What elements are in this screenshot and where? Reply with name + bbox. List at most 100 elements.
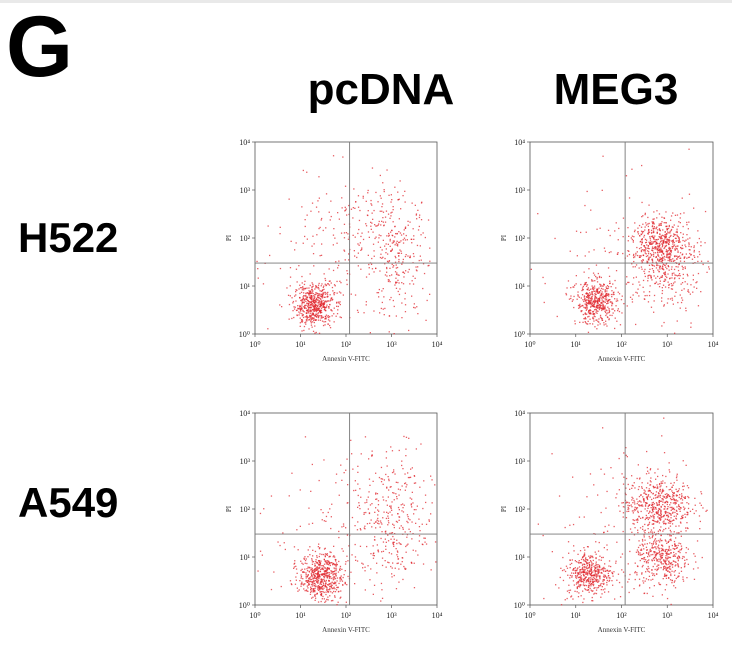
data-point (664, 264, 666, 267)
data-point (641, 216, 643, 218)
data-point (668, 495, 671, 497)
data-point (304, 219, 306, 221)
data-point (396, 521, 399, 523)
data-point (644, 504, 647, 506)
data-point (591, 279, 593, 281)
data-point (572, 568, 574, 571)
data-point (584, 307, 586, 309)
data-point (678, 504, 680, 506)
data-point (649, 542, 651, 544)
data-point (327, 283, 329, 285)
data-point (318, 543, 320, 545)
data-point (639, 284, 641, 286)
data-point (654, 551, 656, 553)
data-point (320, 296, 322, 298)
data-point (583, 318, 585, 320)
data-point (390, 250, 392, 252)
data-point (416, 306, 418, 308)
data-point (597, 300, 599, 302)
data-point (658, 567, 660, 569)
data-point (597, 568, 599, 570)
data-point (675, 577, 677, 580)
data-point (318, 587, 320, 589)
data-point (644, 249, 646, 251)
data-point (398, 527, 401, 529)
data-point (573, 584, 575, 586)
data-point (374, 536, 376, 538)
data-point (337, 212, 339, 214)
data-point (658, 503, 660, 506)
data-point (595, 541, 597, 543)
data-point (402, 283, 405, 285)
data-point (353, 250, 355, 252)
data-point (602, 589, 604, 591)
data-point (318, 479, 320, 482)
data-point (643, 577, 645, 579)
data-point (329, 587, 331, 590)
data-point (373, 584, 376, 586)
data-point (551, 453, 553, 455)
data-point (644, 238, 647, 240)
data-point (611, 580, 613, 582)
data-point (600, 317, 602, 319)
data-point (587, 331, 590, 333)
data-point (319, 301, 321, 303)
data-point (323, 305, 325, 308)
data-point (380, 481, 383, 483)
data-point (279, 304, 281, 306)
data-point (593, 304, 595, 306)
data-point (651, 545, 653, 547)
data-point (312, 306, 315, 308)
data-point (321, 579, 323, 581)
data-point (600, 468, 602, 470)
data-point (693, 207, 695, 209)
y-axis-label: PI (500, 234, 508, 241)
data-point (326, 553, 328, 555)
data-point (366, 501, 368, 503)
data-point (670, 215, 673, 217)
data-point (659, 551, 661, 553)
data-point (604, 575, 606, 578)
data-point (586, 323, 588, 325)
data-point (665, 512, 667, 515)
data-point (396, 272, 398, 274)
data-point (684, 496, 687, 498)
data-point (305, 573, 307, 576)
data-point (387, 540, 390, 542)
data-point (336, 305, 338, 307)
data-point (670, 517, 672, 519)
data-point (669, 232, 671, 234)
data-point (587, 296, 589, 298)
data-point (318, 301, 320, 303)
data-point (326, 589, 328, 591)
data-point (579, 577, 582, 579)
data-point (613, 291, 615, 293)
data-point (662, 284, 665, 286)
data-point (667, 553, 669, 555)
data-point (588, 315, 590, 318)
data-point (573, 550, 575, 552)
data-point (669, 563, 672, 565)
data-point (385, 545, 387, 547)
data-point (652, 547, 654, 549)
data-point (396, 281, 398, 283)
data-point (604, 568, 606, 570)
data-point (659, 245, 661, 247)
data-point (386, 267, 388, 270)
data-point (670, 219, 672, 221)
data-point (643, 245, 645, 247)
data-point (653, 241, 655, 243)
data-point (316, 562, 318, 564)
data-point (330, 600, 333, 602)
data-point (395, 267, 397, 269)
data-point (317, 582, 319, 584)
data-point (646, 543, 648, 545)
data-point (662, 488, 664, 491)
data-point (616, 493, 618, 495)
data-point (377, 517, 379, 520)
data-point (318, 560, 320, 562)
data-point (580, 283, 582, 286)
data-point (283, 542, 285, 544)
data-point (670, 250, 672, 253)
data-point (362, 195, 364, 197)
